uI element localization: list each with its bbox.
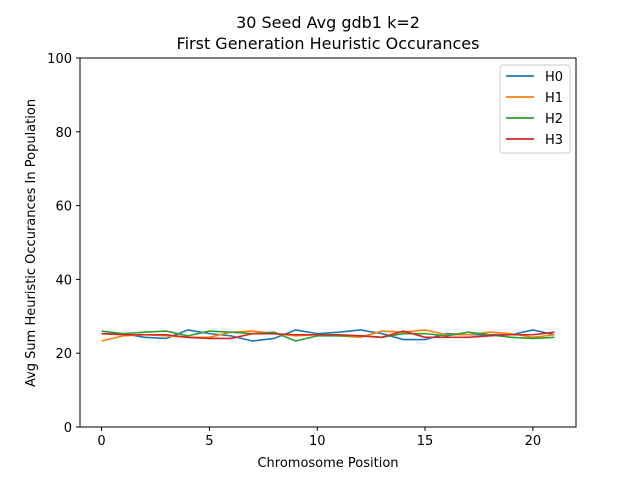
legend-label-h0: H0	[545, 70, 563, 85]
y-tick-label: 40	[55, 273, 72, 288]
legend-label-h2: H2	[545, 112, 563, 127]
y-tick-label: 60	[55, 200, 72, 215]
x-tick-label: 0	[97, 434, 105, 449]
legend-label-h3: H3	[545, 133, 563, 148]
y-tick-label: 100	[47, 52, 72, 67]
x-tick-label: 15	[417, 434, 434, 449]
y-tick-label: 80	[55, 126, 72, 141]
y-axis-ticks: 0 20 40 60 80 100	[47, 52, 80, 436]
legend: H0 H1 H2 H3	[499, 64, 571, 154]
y-axis-label: Avg Sum Heuristic Occurances In Populati…	[24, 99, 39, 387]
x-axis-ticks: 0 5 10 15 20	[97, 427, 541, 449]
y-tick-label: 20	[55, 347, 72, 362]
chart-title-line-1: 30 Seed Avg gdb1 k=2	[236, 13, 420, 32]
x-tick-label: 20	[525, 434, 542, 449]
chart-title-line-2: First Generation Heuristic Occurances	[177, 34, 480, 53]
x-tick-label: 5	[205, 434, 213, 449]
series-line-h2	[101, 330, 555, 342]
series-line-h3	[101, 330, 555, 340]
series-lines	[101, 329, 555, 342]
legend-label-h1: H1	[545, 91, 563, 106]
y-tick-label: 0	[64, 421, 72, 436]
plot-frame	[79, 57, 577, 428]
legend-box	[499, 64, 571, 154]
x-axis-label: Chromosome Position	[257, 456, 398, 471]
x-tick-label: 10	[309, 434, 326, 449]
